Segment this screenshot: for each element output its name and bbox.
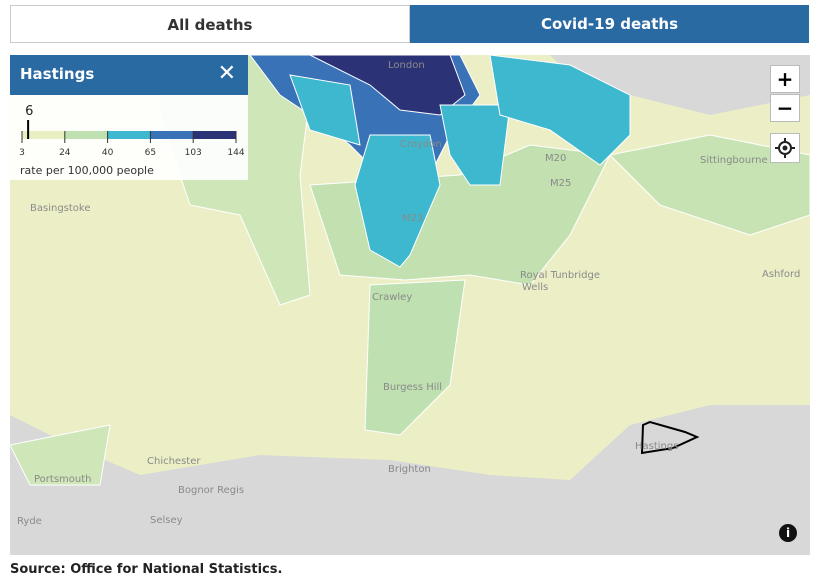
tab-active[interactable]: Covid-19 deaths — [410, 5, 809, 43]
map-label: Basingstoke — [30, 203, 91, 214]
legend-bin — [107, 131, 151, 139]
map-label: Selsey — [150, 515, 183, 526]
region — [489, 55, 631, 166]
source: Source: Office for National Statistics. — [10, 562, 283, 577]
map-label: Ashford — [762, 269, 800, 280]
tab[interactable]: All deaths — [10, 5, 410, 43]
map-label: Hastings — [635, 441, 678, 452]
map-label: Royal Tunbridge — [520, 270, 600, 281]
map-label: M25 — [550, 178, 571, 189]
map-label: Chichester — [147, 456, 201, 467]
map-label: Brighton — [388, 464, 431, 475]
panel-header: Hastings ✕ — [10, 55, 248, 95]
map[interactable]: London Croydon Basingstoke M25 M20 M23 C… — [10, 55, 810, 555]
map-label: Crawley — [372, 292, 412, 303]
legend-caption: rate per 100,000 people — [20, 164, 154, 177]
info-button[interactable] — [779, 524, 797, 542]
estuary — [550, 55, 810, 115]
zoom-out[interactable]: − — [770, 94, 800, 122]
panel-title: Hastings — [20, 65, 95, 83]
legend-break: 40 — [102, 148, 114, 158]
selected-area[interactable] — [640, 420, 700, 455]
locate-icon — [775, 138, 795, 158]
legend-break: 144 — [227, 148, 244, 158]
map-label: Wells — [522, 282, 548, 293]
zoom-in[interactable]: + — [770, 65, 800, 93]
region — [364, 279, 466, 436]
value-label: 6 — [25, 104, 33, 119]
map-label: Ryde — [17, 516, 42, 527]
legend-break: 24 — [59, 148, 71, 158]
legend-bin — [150, 131, 194, 139]
map-label: Portsmouth — [34, 474, 92, 485]
map-label: Burgess Hill — [383, 382, 442, 393]
info-panel: Hastings ✕ rate per 100,000 people 3 24 40… — [10, 55, 248, 180]
map-label: London — [388, 60, 425, 71]
region — [354, 134, 441, 268]
legend-bin — [64, 131, 108, 139]
sea — [10, 405, 810, 555]
map-label: M23 — [402, 213, 423, 224]
map-label: Sittingbourne — [700, 155, 768, 166]
legend-bin — [193, 131, 236, 139]
close-button[interactable]: ✕ — [217, 61, 236, 86]
legend: rate per 100,000 people 3 24 40 65 103 144 6 — [19, 104, 245, 177]
legend-break: 65 — [145, 148, 156, 158]
region — [608, 134, 810, 236]
info-icon: i — [786, 526, 790, 540]
map-label: Bognor Regis — [178, 485, 244, 496]
map-label: M20 — [545, 153, 566, 164]
region — [289, 74, 361, 146]
legend-break: 3 — [19, 148, 25, 158]
legend-bin — [22, 131, 65, 139]
locate-button[interactable] — [770, 133, 800, 163]
map-label: Croydon — [400, 139, 442, 150]
region — [10, 424, 111, 486]
region — [309, 55, 466, 116]
legend-break: 103 — [185, 148, 202, 158]
